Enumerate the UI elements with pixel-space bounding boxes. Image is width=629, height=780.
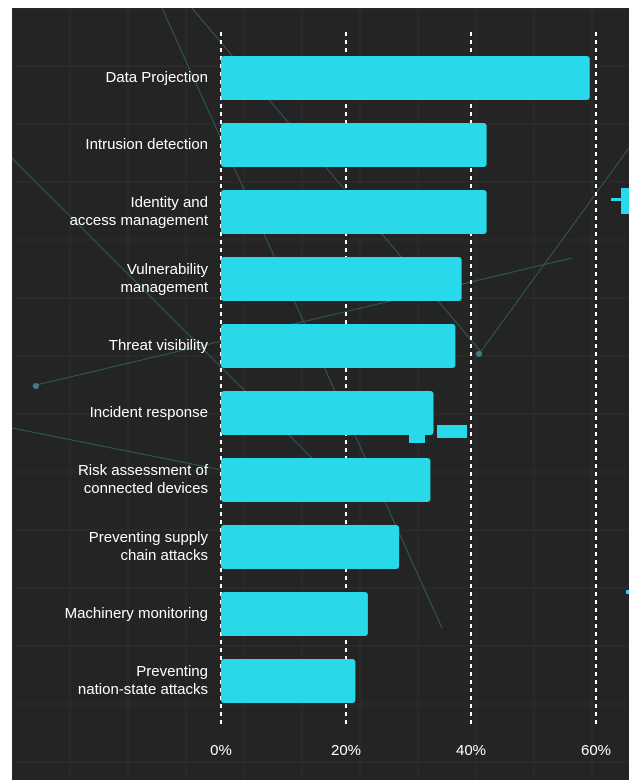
x-tick-label: 60%	[580, 742, 612, 759]
bars	[221, 56, 590, 703]
x-tick-label: 20%	[330, 742, 362, 759]
bar-2	[221, 190, 487, 234]
bar-7	[221, 525, 400, 569]
x-tick-label: 0%	[210, 742, 232, 759]
category-label: Preventing nation-state attacks	[77, 663, 208, 698]
category-label: Machinery monitoring	[64, 605, 208, 622]
category-label: Risk assessment of connected devices	[77, 462, 208, 497]
bar-1	[221, 123, 487, 167]
category-label: Data Projection	[105, 69, 208, 86]
bar-6	[221, 458, 431, 502]
category-label: Incident response	[89, 404, 208, 421]
bar-8	[221, 592, 368, 636]
category-label: Preventing supply chain attacks	[88, 529, 208, 564]
category-label: Vulnerability management	[120, 261, 208, 296]
bar-4	[221, 324, 456, 368]
chart-area: Data Projection Intrusion detection Identi…	[12, 8, 629, 780]
bar-0	[221, 56, 590, 100]
category-label: Identity and access management	[69, 194, 208, 229]
category-label: Intrusion detection	[85, 136, 208, 153]
category-label: Threat visibility	[108, 337, 208, 354]
x-tick-label: 40%	[455, 742, 487, 759]
bar-chart	[12, 8, 629, 780]
bar-3	[221, 257, 462, 301]
bar-5	[221, 391, 434, 435]
bar-9	[221, 659, 356, 703]
